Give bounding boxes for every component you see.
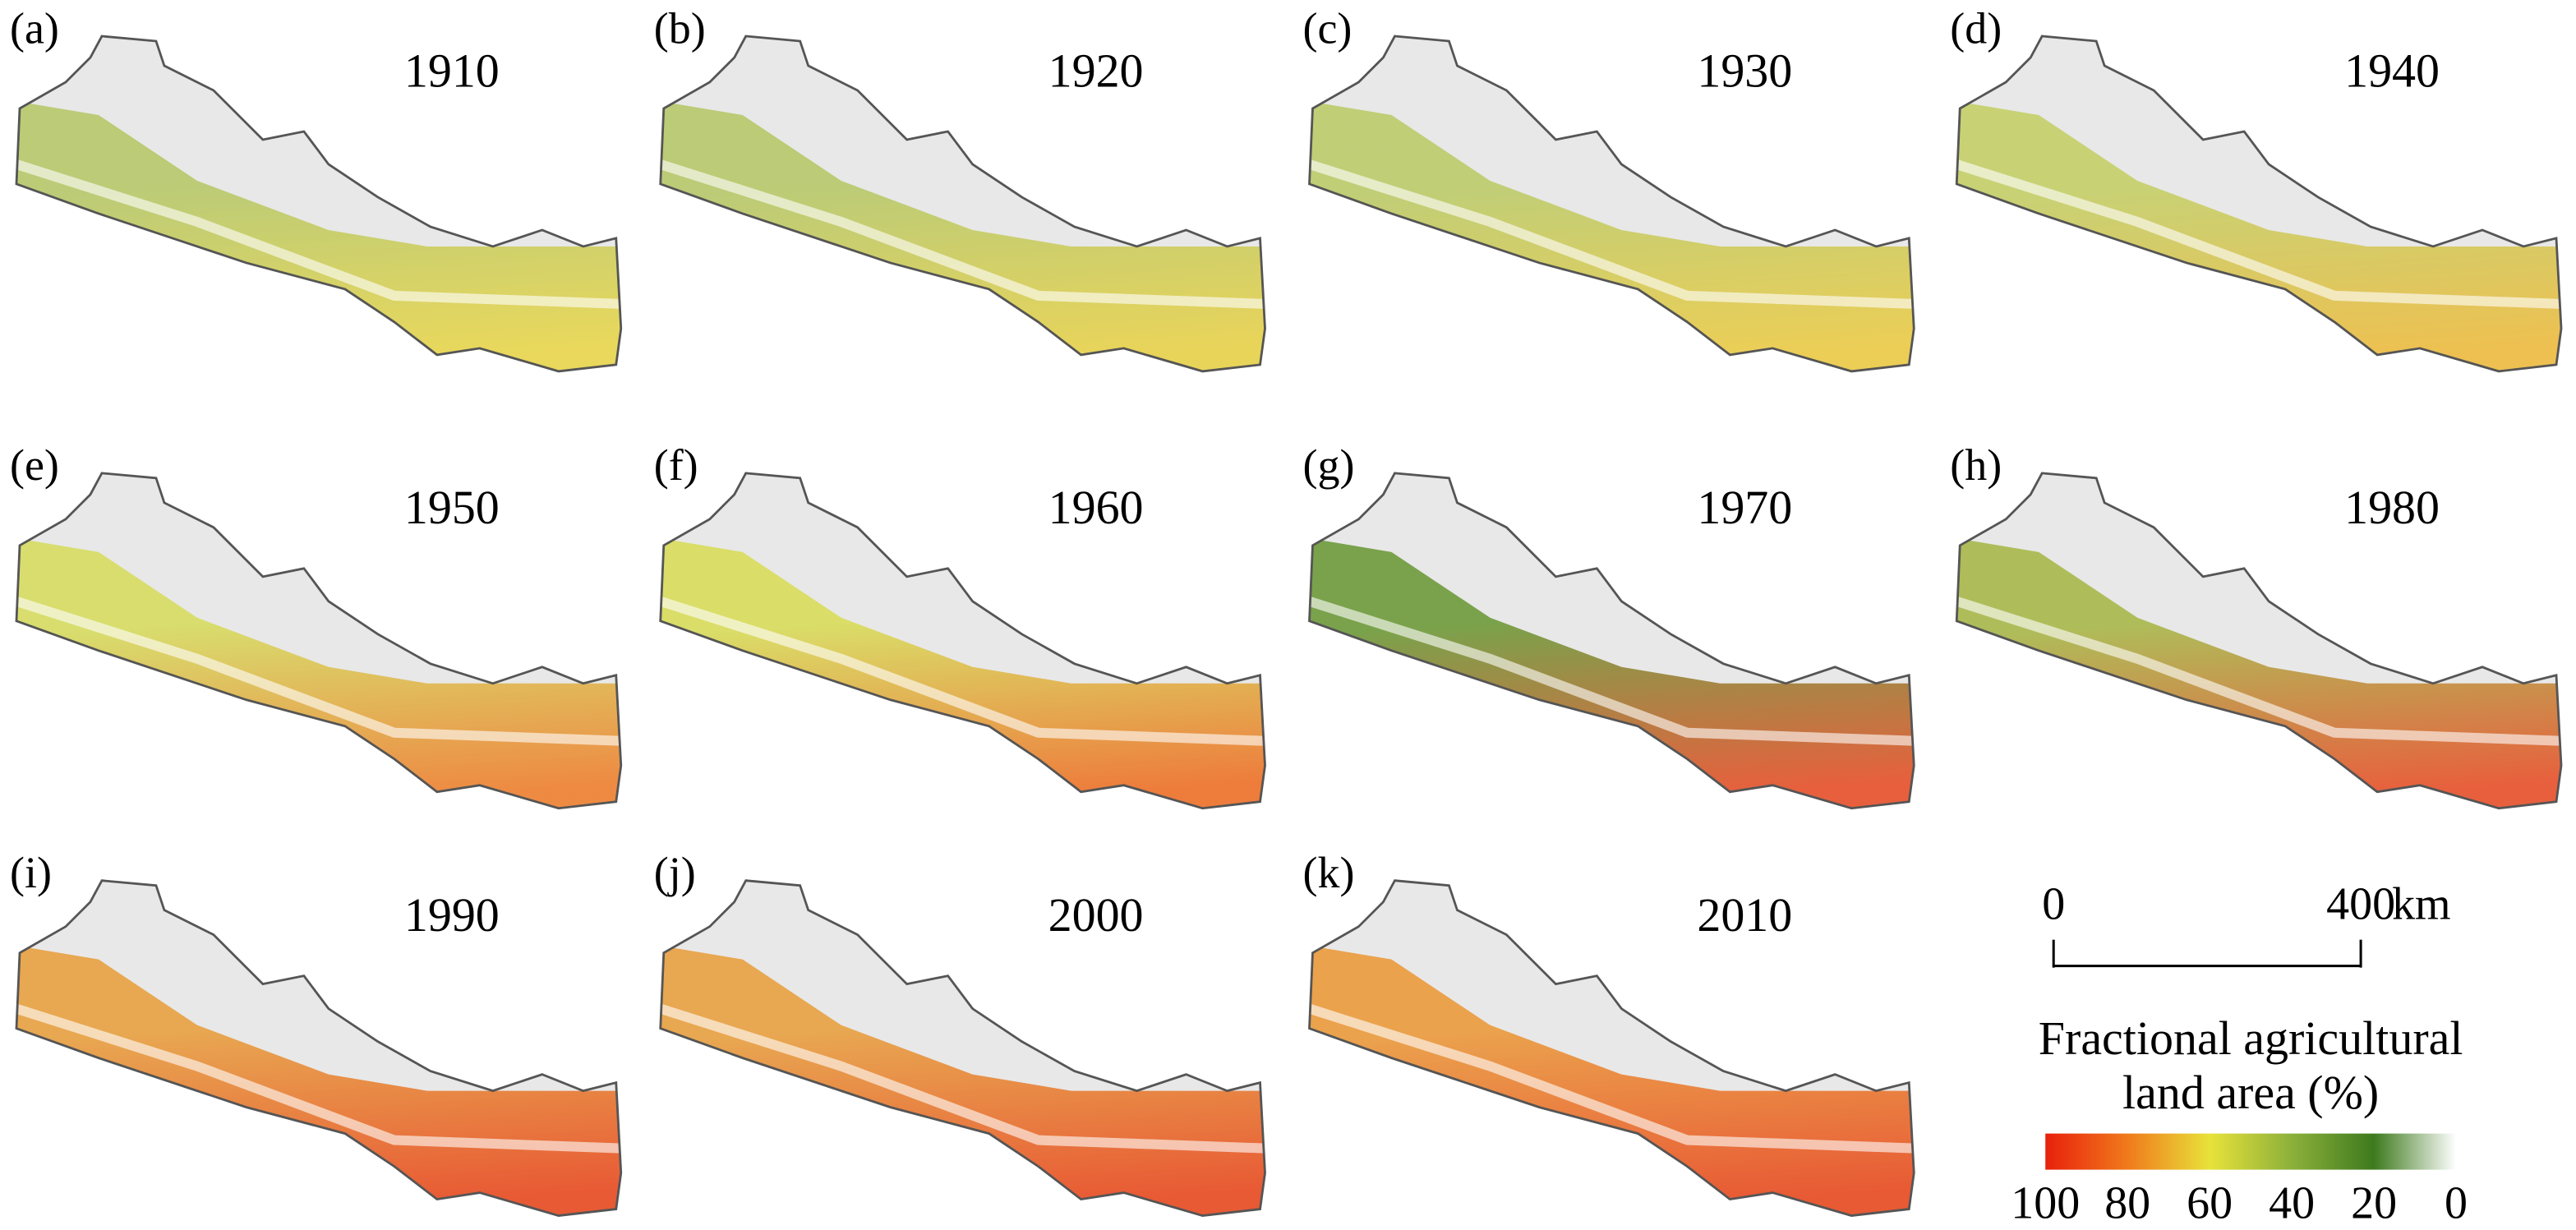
mid-mountains (1309, 1003, 1915, 1154)
colorbar-tick-label: 40 (2269, 1177, 2315, 1228)
legend-title: land area (%) (2122, 1066, 2379, 1119)
map-panel: (b) 1920 (654, 3, 1266, 373)
map-panel: (d) 1940 (1950, 3, 2563, 373)
map-panel: (f) 1960 (654, 440, 1266, 810)
mid-mountains (660, 597, 1265, 746)
colorbar-tick-label: 60 (2187, 1177, 2233, 1228)
map-panel: (h) 1980 (1950, 440, 2563, 810)
country-border (15, 472, 623, 810)
panel-year: 1910 (404, 44, 500, 97)
mid-mountains (1956, 597, 2562, 746)
panel-year: 1930 (1697, 44, 1792, 97)
mid-mountains (16, 1003, 621, 1154)
panel-label: (h) (1950, 440, 2002, 490)
colorbar (2045, 1133, 2457, 1170)
mid-mountains (16, 159, 621, 309)
panel-year: 1990 (404, 888, 500, 942)
panel-label: (f) (654, 440, 698, 490)
legend-title: Fractional agricultural (2039, 1011, 2463, 1065)
country-border (659, 879, 1266, 1217)
map-panel: (j) 2000 (654, 848, 1266, 1217)
panel-year: 1950 (404, 481, 500, 534)
panel-year: 2000 (1048, 888, 1144, 942)
mid-mountains (1956, 159, 2562, 309)
mid-mountains (660, 1003, 1265, 1154)
country-border (15, 879, 623, 1217)
map-panel: (i) 1990 (10, 848, 623, 1217)
colorbar-tick-label: 20 (2351, 1177, 2397, 1228)
country-border (1308, 879, 1915, 1217)
country-border (15, 35, 623, 373)
map-panel: (e) 1950 (10, 440, 623, 810)
colorbar-tick-label: 100 (2011, 1177, 2080, 1228)
panel-label: (g) (1302, 440, 1354, 490)
scale-label: 0 (2042, 879, 2065, 930)
map-panel: (g) 1970 (1302, 440, 1915, 810)
panel-year: 1960 (1048, 481, 1144, 534)
mid-mountains (660, 159, 1265, 309)
country-border (659, 35, 1266, 373)
country-border (1308, 472, 1915, 810)
panel-label: (k) (1302, 848, 1354, 897)
country-border (1308, 35, 1915, 373)
country-border (1955, 35, 2563, 373)
panel-label: (b) (654, 3, 706, 53)
panel-year: 1920 (1048, 44, 1144, 97)
map-panel: (a) 1910 (10, 3, 623, 373)
panel-year: 1980 (2344, 481, 2440, 534)
colorbar-tick-label: 0 (2445, 1177, 2468, 1228)
panel-label: (d) (1950, 3, 2002, 53)
mid-mountains (16, 597, 621, 746)
panel-label: (a) (10, 3, 59, 53)
country-border (1955, 472, 2563, 810)
mid-mountains (1309, 597, 1915, 746)
panel-label: (j) (654, 848, 696, 897)
panel-label: (c) (1302, 3, 1352, 53)
colorbar-tick-label: 80 (2104, 1177, 2150, 1228)
country-border (659, 472, 1266, 810)
panel-label: (i) (10, 848, 52, 897)
map-panel: (k) 2010 (1302, 848, 1915, 1217)
scale-unit: km (2392, 879, 2451, 930)
panel-year: 1970 (1697, 481, 1792, 534)
panel-label: (e) (10, 440, 59, 490)
panel-year: 1940 (2344, 44, 2440, 97)
scale-label: 400 (2326, 879, 2395, 930)
mid-mountains (1309, 159, 1915, 309)
panel-year: 2010 (1697, 888, 1792, 942)
map-panel: (c) 1930 (1302, 3, 1915, 373)
